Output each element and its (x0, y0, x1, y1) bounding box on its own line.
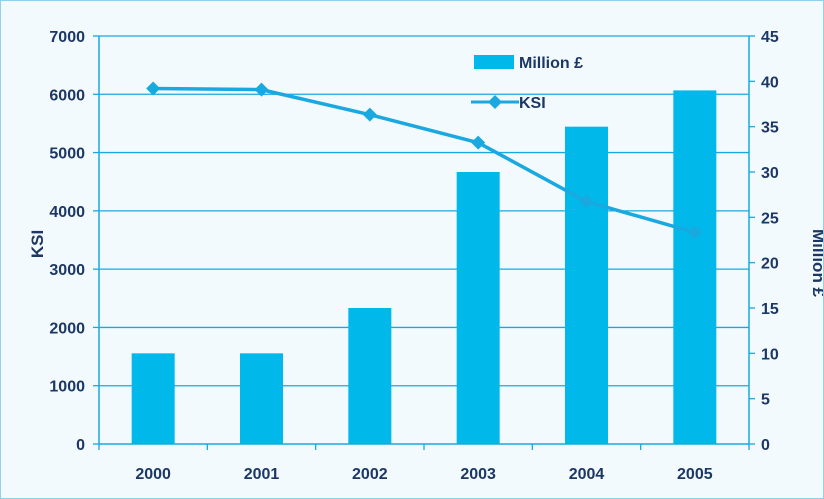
right-tick-label: 45 (761, 29, 779, 46)
legend-bar-swatch (474, 55, 514, 69)
x-tick-label: 2001 (244, 466, 280, 483)
left-axis-ticks: 0 1000 2000 3000 4000 5000 6000 7000 (49, 29, 85, 454)
bar (673, 90, 717, 445)
right-tick-label: 40 (761, 74, 779, 91)
x-tick-label: 2004 (569, 466, 605, 483)
bar (348, 308, 392, 444)
left-tick-label: 5000 (49, 146, 85, 163)
x-tick-label: 2002 (352, 466, 388, 483)
axes (93, 35, 755, 450)
right-axis-ticks: 0 5 10 15 20 25 30 35 40 45 (761, 29, 779, 454)
bar (131, 353, 175, 444)
left-tick-label: 4000 (49, 204, 85, 221)
left-tick-label: 6000 (49, 87, 85, 104)
left-tick-label: 0 (76, 437, 85, 454)
legend-line-marker (488, 95, 502, 109)
left-tick-label: 7000 (49, 29, 85, 46)
left-tick-label: 3000 (49, 262, 85, 279)
legend-line-label: KSI (519, 95, 546, 112)
x-tick-label: 2003 (460, 466, 496, 483)
x-tick-label: 2005 (677, 466, 713, 483)
legend: Million £ KSI (471, 55, 583, 112)
legend-bar-label: Million £ (519, 55, 583, 72)
ksi-point (471, 135, 486, 150)
ksi-point (254, 82, 269, 97)
ksi-series-line (153, 86, 696, 235)
ksi-point (362, 107, 377, 122)
ksi-point (687, 225, 702, 240)
ksi-point (579, 194, 594, 209)
right-tick-label: 0 (761, 437, 770, 454)
x-axis-ticks: 2000 2001 2002 2003 2004 2005 (135, 466, 712, 483)
x-tick-label: 2000 (135, 466, 171, 483)
right-tick-label: 20 (761, 256, 779, 273)
right-tick-label: 10 (761, 346, 779, 363)
right-tick-label: 35 (761, 120, 779, 137)
left-tick-label: 1000 (49, 379, 85, 396)
right-tick-label: 5 (761, 392, 770, 409)
bar (565, 126, 608, 445)
bars (131, 90, 717, 445)
right-axis-title: Million £ (809, 229, 823, 298)
right-tick-label: 30 (761, 165, 779, 182)
ksi-point (146, 81, 161, 96)
ksi-line (146, 81, 702, 240)
bar (456, 172, 500, 444)
right-tick-label: 15 (761, 301, 779, 318)
grid-lines (99, 35, 749, 387)
left-tick-label: 2000 (49, 320, 85, 337)
left-axis-title: KSI (28, 230, 47, 258)
bar (240, 353, 283, 444)
right-tick-label: 25 (761, 210, 779, 227)
